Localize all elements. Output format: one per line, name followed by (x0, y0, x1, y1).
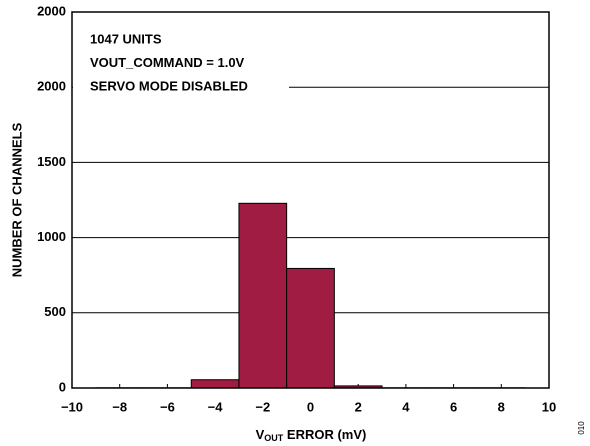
y-tick-label: 2000 (37, 79, 66, 94)
annotation: VOUT_COMMAND = 1.0V (90, 55, 245, 70)
annotation-background (73, 13, 289, 103)
x-tick-label: 8 (498, 399, 505, 414)
x-tick-label: 2 (355, 399, 362, 414)
x-axis-label: VOUT ERROR (mV) (256, 427, 367, 443)
x-tick-label: −2 (255, 399, 270, 414)
x-tick-label: −10 (61, 399, 83, 414)
annotation: SERVO MODE DISABLED (90, 78, 248, 93)
y-tick-label: 2000 (37, 3, 66, 18)
y-axis-label: NUMBER OF CHANNELS (9, 122, 24, 277)
bar (238, 202, 288, 389)
x-tick-label: 6 (450, 399, 457, 414)
x-axis-label-main: V (256, 427, 265, 442)
y-tick-label: 1000 (37, 229, 66, 244)
y-tick-label: 500 (44, 304, 66, 319)
x-axis-label-rest: ERROR (mV) (283, 427, 366, 442)
x-tick-label: −6 (160, 399, 175, 414)
annotation: 1047 UNITS (90, 31, 162, 46)
x-tick-label: 10 (542, 399, 556, 414)
x-tick-label: −8 (112, 399, 127, 414)
bar (286, 267, 335, 389)
bar (190, 379, 240, 389)
x-tick-label: 4 (402, 399, 410, 414)
x-axis-label-sub: OUT (264, 433, 284, 443)
figure-id: 010 (577, 421, 586, 435)
y-tick-label: 1500 (37, 154, 66, 169)
plot-frame (71, 11, 550, 389)
x-tick-label: −4 (208, 399, 224, 414)
y-tick-label: 0 (59, 379, 66, 394)
x-tick-label: 0 (307, 399, 314, 414)
